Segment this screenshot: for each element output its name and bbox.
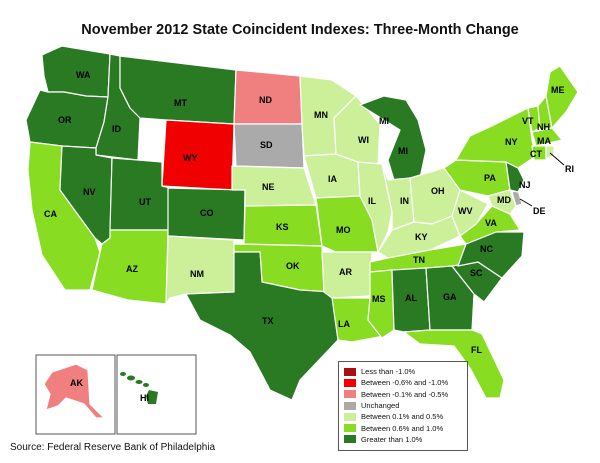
label-OK: OK xyxy=(286,261,300,271)
state-MD xyxy=(487,189,517,215)
state-FL xyxy=(403,329,505,399)
label-AR: AR xyxy=(339,267,352,277)
label-IN: IN xyxy=(400,196,409,206)
state-RI xyxy=(545,145,555,159)
legend-label: Between -0.1% and -0.5% xyxy=(361,389,449,399)
label-MI-upper: MI xyxy=(379,116,389,126)
label-VT: VT xyxy=(522,116,534,126)
label-MD: MD xyxy=(497,195,511,205)
label-ID: ID xyxy=(112,124,122,134)
legend-item: Between 0.1% and 0.5% xyxy=(344,411,467,422)
label-MI: MI xyxy=(398,146,408,156)
label-NM: NM xyxy=(190,269,204,279)
label-GA: GA xyxy=(443,292,457,302)
legend-item: Less than -1.0% xyxy=(344,366,467,377)
legend-swatch xyxy=(344,401,356,410)
label-NC: NC xyxy=(480,244,493,254)
de-pointer-line xyxy=(519,198,533,207)
label-KS: KS xyxy=(276,222,289,232)
legend-swatch xyxy=(344,378,356,387)
label-AK: AK xyxy=(70,378,83,388)
label-CA: CA xyxy=(44,209,57,219)
label-SD: SD xyxy=(260,140,273,150)
label-CO: CO xyxy=(200,208,214,218)
label-VA: VA xyxy=(485,218,497,228)
label-MT: MT xyxy=(174,98,187,108)
legend-label: Greater than 1.0% xyxy=(361,434,423,444)
legend-item: Between 0.6% and 1.0% xyxy=(344,422,467,433)
label-AL: AL xyxy=(405,293,417,303)
state-TX xyxy=(185,251,339,401)
state-CT xyxy=(531,145,547,161)
label-KY: KY xyxy=(415,232,428,242)
label-NH: NH xyxy=(537,122,550,132)
label-WV: WV xyxy=(458,206,473,216)
state-MT xyxy=(119,55,237,125)
label-RI: RI xyxy=(565,164,574,174)
legend-label: Between 0.1% and 0.5% xyxy=(361,412,444,422)
legend-swatch xyxy=(344,435,356,444)
label-TX: TX xyxy=(262,316,274,326)
label-ND: ND xyxy=(259,95,272,105)
legend-swatch xyxy=(344,367,356,376)
ri-pointer-line xyxy=(549,152,565,166)
state-AK xyxy=(43,363,105,419)
legend-label: Unchanged xyxy=(361,401,400,411)
state-HI xyxy=(120,372,158,404)
label-OR: OR xyxy=(58,115,72,125)
legend-item: Unchanged xyxy=(344,400,467,411)
state-NY xyxy=(455,107,537,169)
label-WY: WY xyxy=(183,153,198,163)
hawaii-inset-box xyxy=(116,354,197,435)
state-MI xyxy=(359,95,427,181)
state-AR xyxy=(321,251,373,299)
state-UT xyxy=(109,157,171,231)
label-WA: WA xyxy=(76,70,91,80)
legend-item: Between -0.6% and -1.0% xyxy=(344,377,467,388)
state-WY xyxy=(161,119,235,191)
label-LA: LA xyxy=(338,319,350,329)
label-ME: ME xyxy=(551,85,565,95)
legend-label: Less than -1.0% xyxy=(361,367,416,377)
legend-item: Between -0.1% and -0.5% xyxy=(344,389,467,400)
label-CT: CT xyxy=(530,149,542,159)
label-NE: NE xyxy=(262,182,275,192)
label-NV: NV xyxy=(83,187,96,197)
label-IL: IL xyxy=(368,196,377,206)
legend-swatch xyxy=(344,412,356,421)
legend-swatch xyxy=(344,390,356,399)
label-UT: UT xyxy=(139,197,151,207)
label-MS: MS xyxy=(372,294,386,304)
label-AZ: AZ xyxy=(126,264,138,274)
legend-label: Between -0.6% and -1.0% xyxy=(361,378,449,388)
source-note: Source: Federal Reserve Bank of Philadel… xyxy=(10,442,216,453)
label-WI: WI xyxy=(358,135,369,145)
state-ME xyxy=(545,65,579,129)
label-SC: SC xyxy=(470,268,483,278)
state-GA xyxy=(425,265,475,331)
label-DE: DE xyxy=(533,206,546,216)
label-PA: PA xyxy=(484,173,496,183)
label-MA: MA xyxy=(537,136,551,146)
legend: Less than -1.0% Between -0.6% and -1.0% Be… xyxy=(338,361,468,451)
legend-swatch xyxy=(344,424,356,433)
label-NY: NY xyxy=(505,137,518,147)
map-title: November 2012 State Coincident Indexes: … xyxy=(81,22,519,38)
label-MO: MO xyxy=(336,225,351,235)
label-NJ: NJ xyxy=(519,180,531,190)
label-FL: FL xyxy=(471,345,482,355)
state-MA xyxy=(531,127,563,147)
label-OH: OH xyxy=(431,186,445,196)
label-HI: HI xyxy=(140,393,149,403)
label-TN: TN xyxy=(413,255,425,265)
label-MN: MN xyxy=(314,110,328,120)
label-IA: IA xyxy=(328,174,338,184)
legend-label: Between 0.6% and 1.0% xyxy=(361,423,444,433)
state-WI xyxy=(333,95,381,165)
legend-item: Greater than 1.0% xyxy=(344,434,467,445)
